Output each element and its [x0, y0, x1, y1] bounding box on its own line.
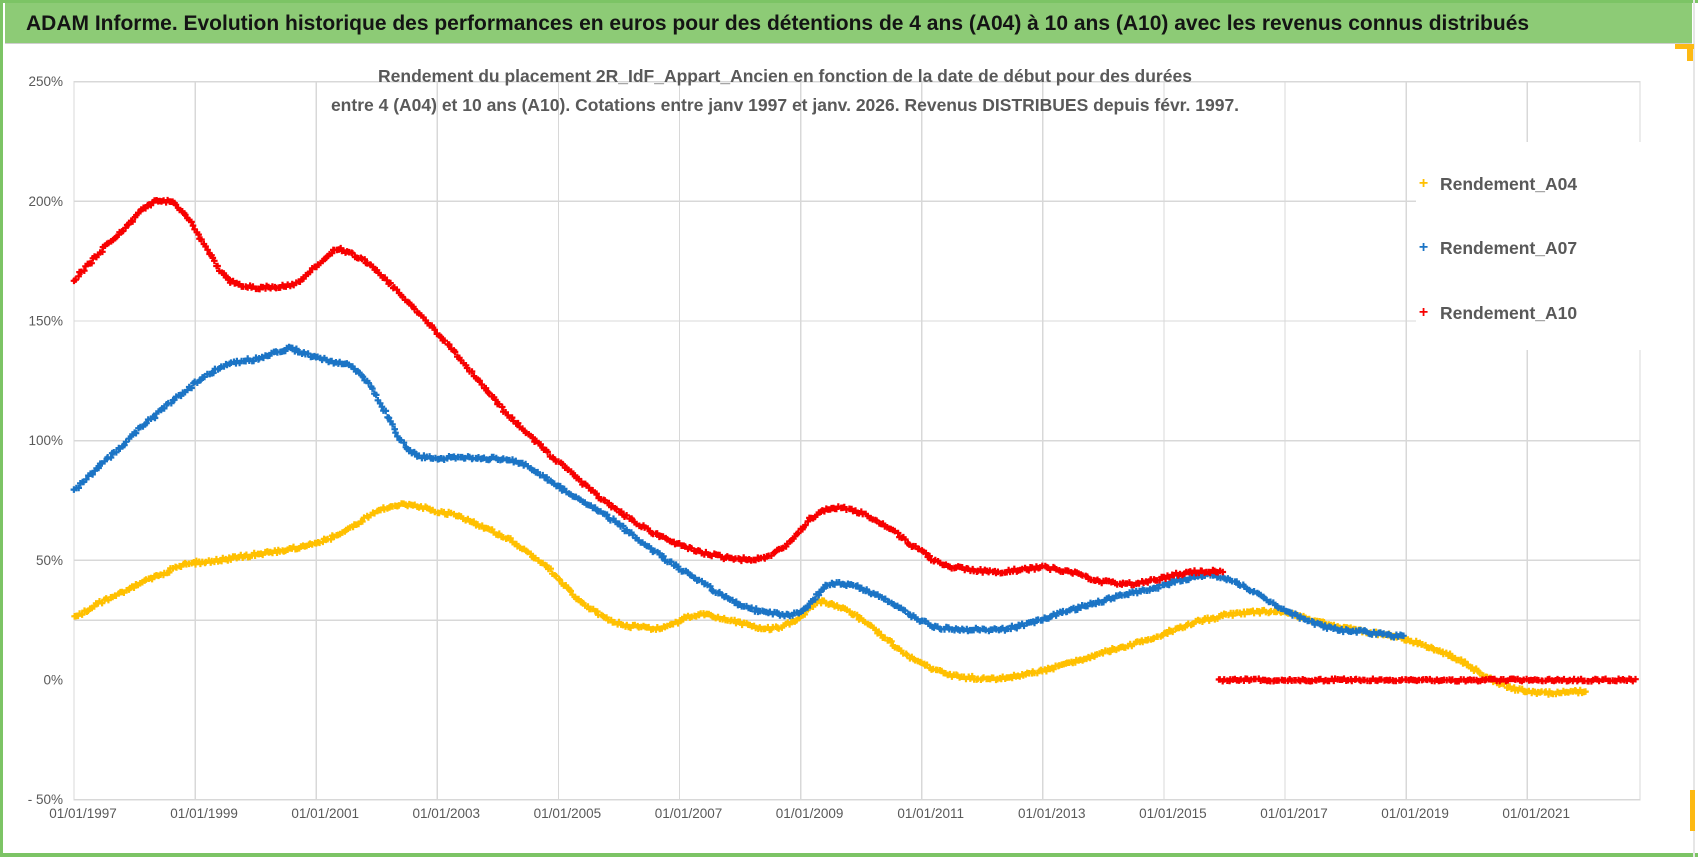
selection-corner-accent-icon: [1675, 44, 1694, 49]
plus-marker-icon: +: [1418, 239, 1429, 256]
banner-title: ADAM Informe. Evolution historique des p…: [5, 3, 1692, 44]
x-tick-label: 01/01/1997: [49, 806, 117, 821]
x-tick-label: 01/01/2019: [1381, 806, 1449, 821]
x-tick-label: 01/01/2013: [1018, 806, 1086, 821]
chart-title-line2: entre 4 (A04) et 10 ans (A10). Cotations…: [330, 95, 1240, 115]
x-tick-label: 01/01/2003: [413, 806, 481, 821]
chart-legend: + Rendement_A04 + Rendement_A07 Rendemen…: [1416, 142, 1651, 350]
window-border-right: [1693, 0, 1695, 857]
window-border-left: [0, 0, 3, 857]
x-tick-label: 01/01/2015: [1139, 806, 1207, 821]
selection-corner-accent-icon: [1687, 44, 1693, 61]
legend-item-rendement-a04[interactable]: + Rendement_A04: [1416, 170, 1577, 198]
legend-label-a10: Rendement_A10: [1440, 302, 1578, 323]
chart-title-line1: Rendement du placement 2R_IdF_Appart_Anc…: [378, 66, 1192, 86]
series-rendement_a10[interactable]: [70, 196, 1639, 685]
y-tick-label: 100%: [28, 433, 63, 448]
selection-corner-accent-icon: [1690, 790, 1695, 831]
legend-item-rendement-a10[interactable]: Rendement_A10 + Rendement_A10: [1416, 299, 1577, 327]
series-rendement_a04[interactable]: [71, 500, 1589, 698]
y-tick-label: 200%: [28, 194, 63, 209]
x-tick-label: 01/01/2011: [897, 806, 964, 821]
x-tick-label: 01/01/2009: [776, 806, 844, 821]
y-tick-label: 0%: [43, 673, 63, 688]
x-tick-label: 01/01/2021: [1502, 806, 1570, 821]
plus-marker-icon: +: [1418, 304, 1429, 321]
plus-marker-icon: +: [1418, 175, 1429, 192]
y-tick-label: - 50%: [28, 792, 63, 807]
x-tick-label: 01/01/2007: [655, 806, 723, 821]
x-tick-label: 01/01/2001: [291, 806, 359, 821]
x-tick-label: 01/01/1999: [170, 806, 238, 821]
chart-title[interactable]: Rendement du placement 2R_IdF_Appart_Anc…: [280, 62, 1290, 120]
y-tick-label: 150%: [28, 314, 63, 329]
window-border-top: [0, 0, 1698, 3]
window-border-bottom: [0, 853, 1698, 857]
series-rendement_a07[interactable]: [70, 343, 1407, 641]
legend-label-a07: Rendement_A07: [1440, 237, 1578, 258]
legend-label-a04: Rendement_A04: [1440, 173, 1578, 194]
plot-border: [73, 81, 1641, 801]
x-tick-label: 01/01/2005: [534, 806, 602, 821]
y-tick-label: 50%: [36, 553, 63, 568]
y-tick-label: 250%: [28, 74, 63, 89]
x-tick-label: 01/01/2017: [1260, 806, 1328, 821]
legend-item-rendement-a07[interactable]: + Rendement_A07: [1416, 234, 1577, 262]
